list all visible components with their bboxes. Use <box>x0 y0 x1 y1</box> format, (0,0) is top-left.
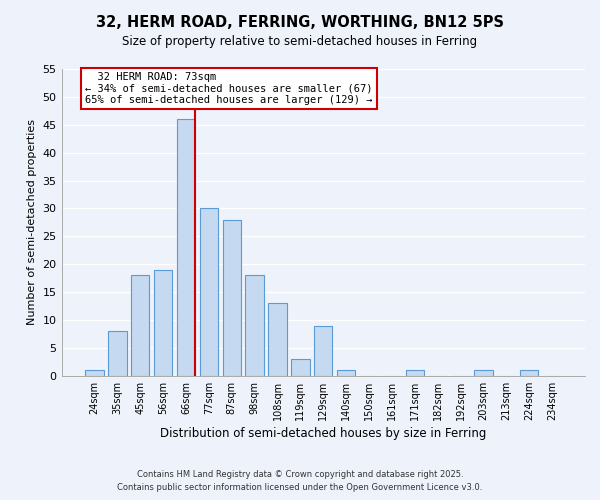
Text: 32 HERM ROAD: 73sqm
← 34% of semi-detached houses are smaller (67)
65% of semi-d: 32 HERM ROAD: 73sqm ← 34% of semi-detach… <box>85 72 373 105</box>
Bar <box>245 276 264 376</box>
Bar <box>177 119 195 376</box>
Text: 32, HERM ROAD, FERRING, WORTHING, BN12 5PS: 32, HERM ROAD, FERRING, WORTHING, BN12 5… <box>96 15 504 30</box>
Text: Contains HM Land Registry data © Crown copyright and database right 2025.
Contai: Contains HM Land Registry data © Crown c… <box>118 470 482 492</box>
Bar <box>291 359 310 376</box>
Bar <box>200 208 218 376</box>
Bar <box>223 220 241 376</box>
Bar <box>268 304 287 376</box>
Bar <box>520 370 538 376</box>
Bar <box>337 370 355 376</box>
Y-axis label: Number of semi-detached properties: Number of semi-detached properties <box>27 120 37 326</box>
Bar <box>85 370 104 376</box>
X-axis label: Distribution of semi-detached houses by size in Ferring: Distribution of semi-detached houses by … <box>160 427 487 440</box>
Bar <box>314 326 332 376</box>
Text: Size of property relative to semi-detached houses in Ferring: Size of property relative to semi-detach… <box>122 35 478 48</box>
Bar <box>154 270 172 376</box>
Bar <box>474 370 493 376</box>
Bar <box>108 331 127 376</box>
Bar <box>406 370 424 376</box>
Bar <box>131 276 149 376</box>
